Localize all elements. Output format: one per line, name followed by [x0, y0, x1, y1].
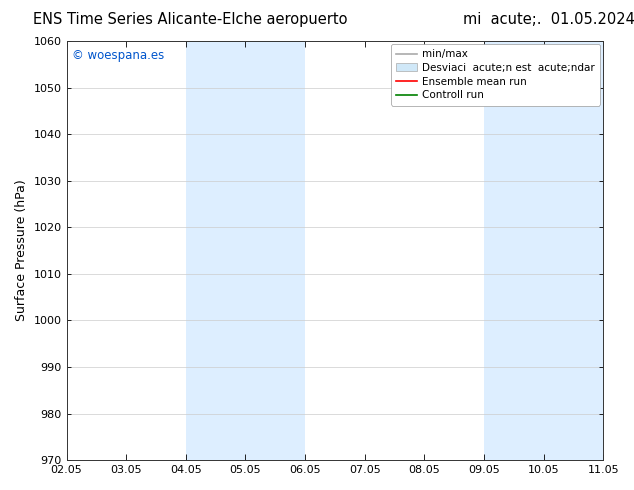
Bar: [484, 41, 543, 460]
Text: ENS Time Series Alicante-Elche aeropuerto: ENS Time Series Alicante-Elche aeropuert…: [33, 12, 347, 27]
Bar: [543, 41, 603, 460]
Text: © woespana.es: © woespana.es: [72, 49, 164, 62]
Bar: [245, 41, 305, 460]
Text: mi  acute;.  01.05.2024 03 UTC: mi acute;. 01.05.2024 03 UTC: [463, 12, 634, 27]
Bar: [186, 41, 245, 460]
Legend: min/max, Desviaci  acute;n est  acute;ndar, Ensemble mean run, Controll run: min/max, Desviaci acute;n est acute;ndar…: [391, 44, 600, 105]
Y-axis label: Surface Pressure (hPa): Surface Pressure (hPa): [15, 180, 28, 321]
